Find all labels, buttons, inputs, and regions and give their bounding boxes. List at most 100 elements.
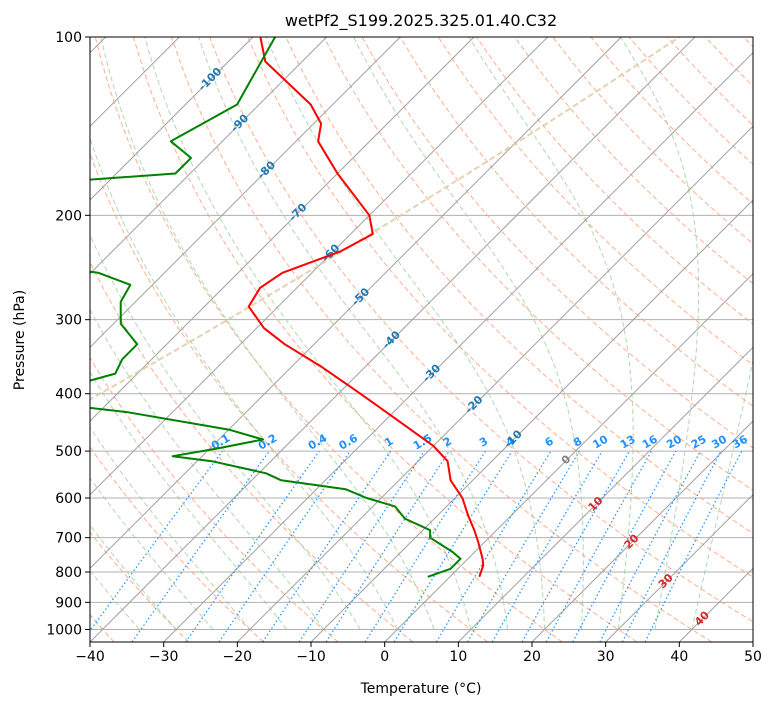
isotherm-line	[90, 37, 549, 496]
dry-adiabat-line	[90, 260, 414, 642]
x-axis-label: Temperature (°C)	[360, 681, 482, 697]
isotherm-line	[457, 346, 753, 642]
dry-adiabat-line	[361, 37, 753, 449]
mixing-ratio-line	[644, 450, 743, 642]
dry-adiabat-line	[171, 37, 712, 642]
moist-adiabat-line	[198, 37, 509, 630]
y-tick-label: 400	[55, 387, 82, 403]
isotherm-line	[163, 51, 753, 642]
moist-adiabat-line	[620, 37, 700, 630]
dry-adiabat-line	[704, 37, 753, 87]
y-tick-label: 900	[55, 595, 82, 611]
boundary-curve	[90, 37, 680, 401]
moist-adiabat-line	[90, 136, 398, 630]
isotherm-line	[605, 493, 753, 642]
mixing-ratio-label: 1.5	[411, 432, 434, 453]
x-tick-label: 20	[523, 649, 541, 665]
dewpoint-line	[90, 37, 462, 578]
mixing-ratio-label: 2	[441, 435, 454, 450]
mixing-ratio-label: 13	[618, 433, 638, 452]
moist-adiabat-line	[100, 37, 435, 630]
moist-adiabat-line	[265, 37, 546, 630]
mixing-ratio-line	[435, 450, 552, 642]
moist-adiabat-line	[90, 233, 361, 630]
moist-adiabat-line	[691, 358, 753, 630]
y-tick-label: 200	[55, 208, 82, 224]
mixing-ratio-label: 30	[709, 432, 729, 451]
mixing-ratio-label: 3	[477, 435, 490, 450]
dry-adiabat-line	[514, 37, 753, 285]
isotherm-line	[236, 125, 753, 642]
chart-title: wetPf2_S199.2025.325.01.40.C32	[285, 11, 557, 31]
mixing-ratio-label: 16	[640, 432, 660, 451]
y-tick-label: 1000	[46, 622, 82, 638]
dry-adiabat-line	[285, 37, 753, 535]
mixing-ratio-line	[298, 450, 425, 642]
y-tick-label: 100	[55, 30, 82, 46]
dry-adiabat-line	[399, 37, 753, 407]
moist-adiabat-line	[144, 37, 472, 630]
dry-adiabat-line	[437, 37, 753, 366]
dry-adiabat-line	[743, 37, 753, 48]
moist-adiabat-line	[90, 426, 251, 630]
mixing-ratio-label: 6	[543, 434, 556, 449]
x-tick-label: −20	[223, 649, 253, 665]
dry-adiabat-line	[94, 37, 563, 642]
dry-adiabat-line	[590, 37, 753, 205]
y-tick-label: 800	[55, 565, 82, 581]
dry-adiabat-line	[323, 37, 753, 491]
dry-adiabat-line	[552, 37, 753, 245]
isotherm-line	[90, 37, 328, 275]
mixing-ratio-line	[466, 450, 580, 642]
mixing-ratio-label: 20	[664, 432, 684, 451]
x-tick-label: 0	[380, 649, 389, 665]
x-tick-label: −10	[296, 649, 326, 665]
x-tick-label: 40	[670, 649, 688, 665]
isotherm-line	[384, 272, 753, 642]
isotherm-line	[678, 567, 753, 642]
isotherm-label: 10	[586, 494, 606, 514]
dry-adiabat-line	[90, 356, 339, 642]
y-axis-label: Pressure (hPa)	[12, 290, 28, 390]
moist-adiabat-line	[90, 477, 214, 630]
isotherm-line	[310, 199, 753, 642]
mixing-ratio-label: 0.4	[306, 431, 330, 452]
mixing-ratio-line	[393, 450, 513, 642]
mixing-ratio-label: 10	[591, 432, 611, 451]
mixing-ratio-line	[545, 450, 653, 642]
mixing-ratio-line	[262, 450, 392, 642]
plot-frame	[89, 36, 754, 643]
mixing-ratio-line	[218, 450, 351, 642]
isotherm-line	[752, 641, 753, 642]
dry-adiabat-line	[90, 446, 264, 642]
x-tick-label: −40	[75, 649, 105, 665]
x-tick-label: 50	[744, 649, 762, 665]
x-tick-label: 30	[597, 649, 615, 665]
moist-adiabat-line	[90, 308, 325, 630]
mixing-ratio-line	[599, 450, 702, 642]
moist-adiabat-line	[353, 37, 584, 630]
dry-adiabat-line	[90, 152, 488, 642]
mixing-ratio-line	[131, 450, 270, 642]
y-tick-label: 700	[55, 531, 82, 547]
mixing-ratio-label: 8	[571, 435, 584, 450]
isotherm-line	[531, 420, 753, 642]
isotherm-line	[90, 37, 401, 349]
isotherm-line	[90, 37, 475, 422]
dry-adiabat-line	[209, 37, 753, 623]
moist-adiabat-line	[468, 37, 634, 630]
dry-adiabat-line	[247, 37, 753, 578]
isotherm-line	[90, 37, 622, 570]
y-tick-label: 500	[55, 444, 82, 460]
mixing-ratio-line	[185, 450, 320, 642]
dry-adiabat-line	[90, 531, 190, 642]
mixing-ratio-label: 25	[689, 433, 709, 452]
y-tick-label: 600	[55, 491, 82, 507]
mixing-ratio-line	[572, 450, 677, 642]
dry-adiabat-line	[666, 37, 753, 126]
mixing-ratio-label: 1	[382, 435, 395, 450]
mixing-ratio-line	[325, 450, 450, 642]
isotherm-line	[90, 37, 254, 201]
x-tick-label: −30	[149, 649, 179, 665]
